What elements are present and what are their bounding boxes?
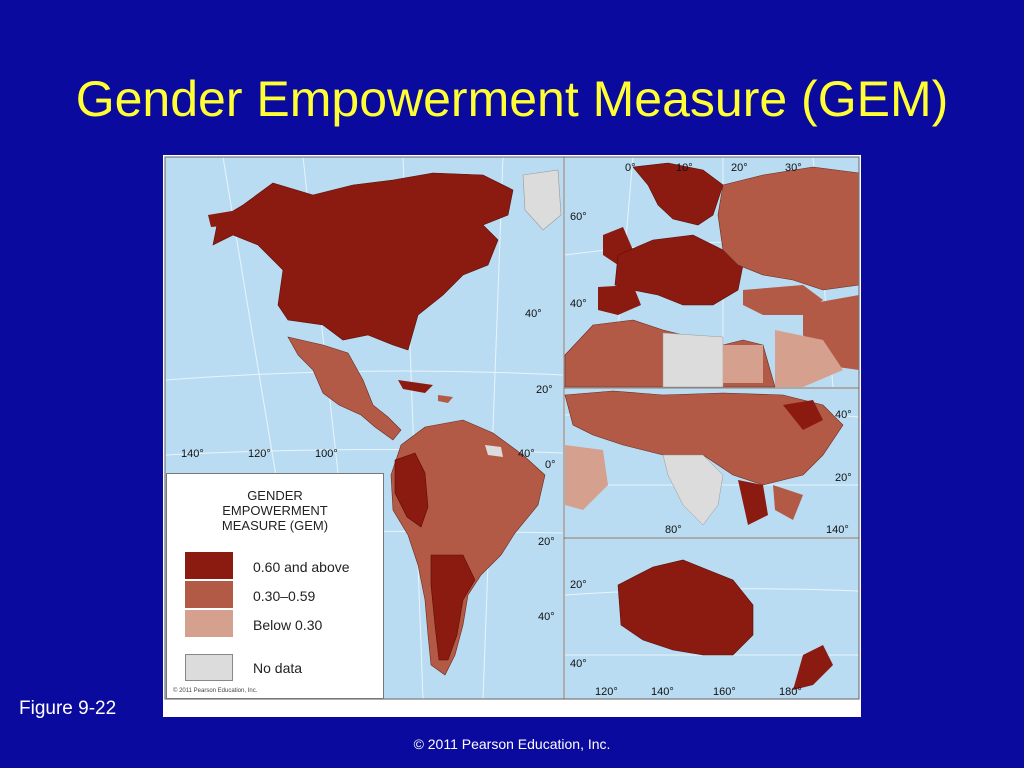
coord-label: 40° <box>570 658 587 670</box>
coord-label: 40° <box>518 448 535 460</box>
coord-label: 40° <box>570 298 587 310</box>
south-america-mid <box>390 419 546 676</box>
se-asia-high <box>738 480 768 525</box>
legend-label-mid: 0.30–0.59 <box>253 588 316 604</box>
legend-title-line: MEASURE (GEM) <box>221 518 329 533</box>
coord-label: 60° <box>570 211 587 223</box>
slide-title: Gender Empowerment Measure (GEM) <box>75 71 949 127</box>
philippines-mid <box>773 485 803 520</box>
peru-high <box>394 452 429 528</box>
north-america-high <box>212 172 514 351</box>
hispaniola <box>438 395 453 403</box>
mexico-central-america <box>287 336 402 441</box>
coord-label: 140° <box>651 686 674 698</box>
coord-label: 40° <box>835 409 852 421</box>
argentina-high <box>430 554 476 661</box>
legend-swatch-nodata <box>185 654 233 681</box>
legend-swatch-mid <box>185 581 233 608</box>
legend-title-line: EMPOWERMENT <box>222 503 328 518</box>
map-legend: GENDER EMPOWERMENT MEASURE (GEM) 0.60 an… <box>166 473 384 699</box>
coord-label: 160° <box>713 686 736 698</box>
india-nodata <box>662 454 724 526</box>
new-zealand-high <box>793 645 833 690</box>
coord-label: 40° <box>538 611 555 623</box>
legend-swatch-low <box>185 610 233 637</box>
figure-label: Figure 9-22 <box>19 698 117 719</box>
coord-label: 80° <box>665 524 682 536</box>
coordinate-labels: 140° 120° 100° 40° 20° 0° 40° 20° 40° 0°… <box>181 162 852 698</box>
world-map: 140° 120° 100° 40° 20° 0° 40° 20° 40° 0°… <box>163 155 861 717</box>
coord-label: 30° <box>785 162 802 174</box>
australia-high <box>617 559 754 656</box>
coord-label: 0° <box>545 459 556 471</box>
coord-label: 40° <box>525 308 542 320</box>
libya-nodata <box>662 332 724 388</box>
coord-label: 0° <box>625 162 636 174</box>
japan-high <box>783 400 823 430</box>
greenland <box>522 169 562 231</box>
map-graphic: 140° 120° 100° 40° 20° 0° 40° 20° 40° 0°… <box>164 156 860 700</box>
alaska-islands <box>208 210 238 227</box>
iberia-high <box>598 285 641 315</box>
asia-mid <box>564 390 844 486</box>
map-credit: © 2011 Pearson Education, Inc. <box>173 688 258 694</box>
coord-label: 180° <box>779 686 802 698</box>
coord-label: 10° <box>676 162 693 174</box>
legend-label-nodata: No data <box>253 660 303 676</box>
legend-title: GENDER EMPOWERMENT MEASURE (GEM) <box>167 488 383 533</box>
coord-label: 20° <box>538 536 555 548</box>
russia-mid <box>717 166 860 291</box>
legend-swatch-high <box>185 552 233 579</box>
coord-label: 20° <box>570 579 587 591</box>
coord-label: 140° <box>826 524 849 536</box>
coord-label: 100° <box>315 448 338 460</box>
coord-label: 140° <box>181 448 204 460</box>
coord-label: 20° <box>731 162 748 174</box>
copyright-footer: © 2011 Pearson Education, Inc. <box>413 736 611 752</box>
coord-label: 120° <box>595 686 618 698</box>
legend-title-line: GENDER <box>247 488 303 503</box>
arabia-low <box>775 330 843 387</box>
guiana-nodata <box>485 445 503 457</box>
coord-label: 20° <box>835 472 852 484</box>
scandinavia-high <box>632 162 724 226</box>
coord-label: 120° <box>248 448 271 460</box>
arabia-asia-low <box>565 445 608 510</box>
egypt-low <box>723 345 763 383</box>
legend-label-low: Below 0.30 <box>253 617 323 633</box>
cuba <box>398 380 433 393</box>
coord-label: 20° <box>536 384 553 396</box>
legend-label-high: 0.60 and above <box>253 559 350 575</box>
